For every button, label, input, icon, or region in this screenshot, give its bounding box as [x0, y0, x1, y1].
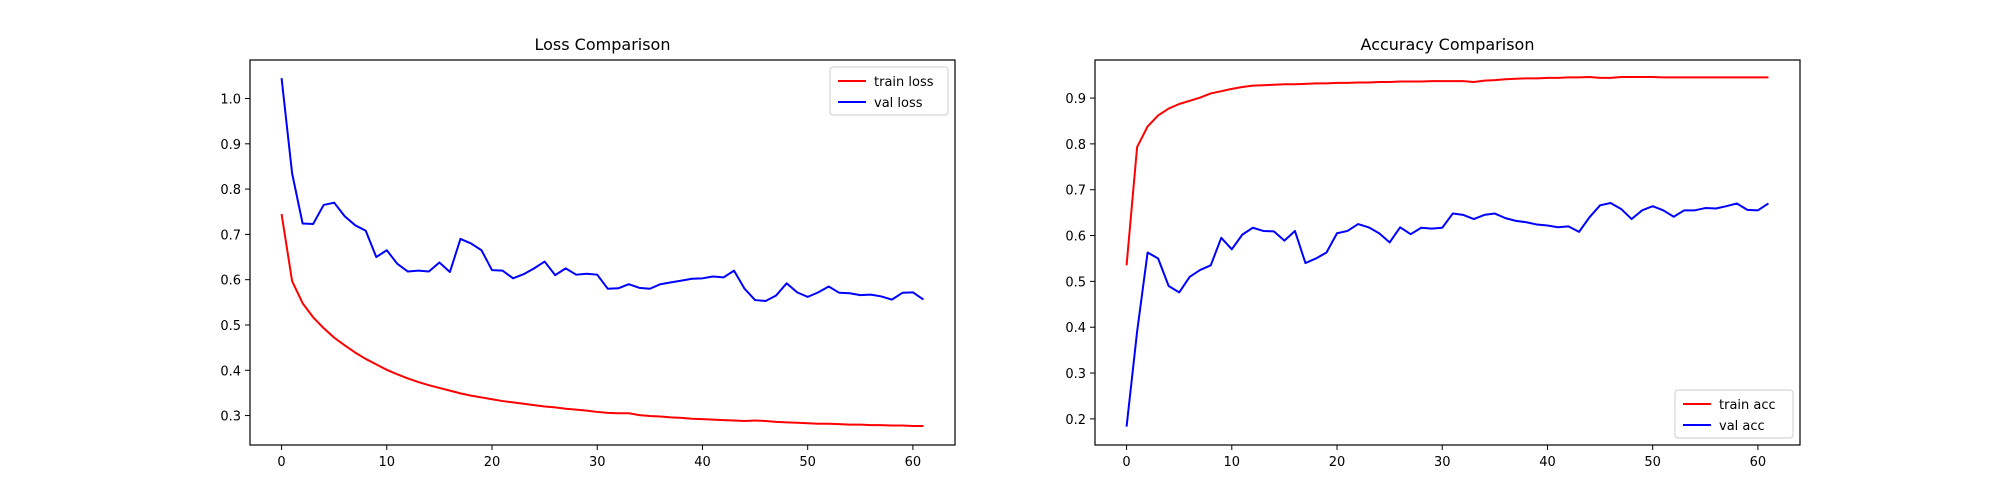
legend-label: val loss — [874, 96, 923, 111]
series-line-val-acc — [1125, 202, 1769, 427]
y-tick-label: 0.4 — [1065, 321, 1086, 336]
y-tick-label: 0.6 — [1065, 230, 1086, 245]
legend: train acc val acc — [1674, 389, 1794, 439]
x-tick-label: 50 — [1644, 455, 1661, 470]
series-line-train-loss — [280, 213, 924, 427]
x-tick-label: 30 — [589, 455, 606, 470]
y-tick-label: 0.9 — [1065, 92, 1086, 107]
x-tick-label: 50 — [799, 455, 816, 470]
x-tick-label: 10 — [379, 455, 396, 470]
y-tick-label: 0.9 — [220, 138, 241, 153]
y-tick-label: 0.6 — [220, 274, 241, 289]
y-tick-label: 0.7 — [1065, 184, 1086, 199]
y-tick-label: 0.5 — [220, 319, 241, 334]
chart-title: Accuracy Comparison — [1361, 35, 1535, 54]
series-line-train-acc — [1125, 75, 1769, 266]
y-tick-label: 1.0 — [220, 93, 241, 108]
x-tick-label: 60 — [1750, 455, 1767, 470]
y-tick-label: 0.3 — [1065, 367, 1086, 382]
series-line-val-loss — [280, 78, 924, 302]
x-tick-label: 30 — [1434, 455, 1451, 470]
x-tick-label: 10 — [1224, 455, 1241, 470]
y-tick-label: 0.7 — [220, 228, 241, 243]
y-tick-label: 0.4 — [220, 364, 241, 379]
x-tick-label: 20 — [1329, 455, 1346, 470]
accuracy-chart: 0 10 20 30 40 50 60 0.2 0.3 0.4 0.5 0.6 0.7 0.8 0.9 Acc… — [1065, 35, 1801, 470]
legend-label: val acc — [1719, 419, 1765, 434]
legend: train loss val loss — [829, 66, 949, 116]
x-tick-label: 40 — [694, 455, 711, 470]
y-tick-label: 0.8 — [220, 183, 241, 198]
y-tick-label: 0.8 — [1065, 138, 1086, 153]
y-tick-label: 0.3 — [220, 410, 241, 425]
x-tick-label: 0 — [277, 455, 285, 470]
x-tick-label: 0 — [1122, 455, 1130, 470]
x-tick-label: 60 — [905, 455, 922, 470]
accuracy-axes-frame — [1094, 59, 1801, 446]
legend-label: train loss — [874, 75, 934, 90]
y-tick-label: 0.5 — [1065, 275, 1086, 290]
loss-axes-frame — [249, 59, 956, 446]
legend-label: train acc — [1719, 398, 1776, 413]
chart-title: Loss Comparison — [535, 35, 671, 54]
x-tick-label: 20 — [484, 455, 501, 470]
y-tick-label: 0.2 — [1065, 413, 1086, 428]
loss-chart: 0 10 20 30 40 50 60 0.3 0.4 0.5 0.6 0.7 0.8 0.9 1.0 Los… — [220, 35, 956, 470]
x-tick-label: 40 — [1539, 455, 1556, 470]
